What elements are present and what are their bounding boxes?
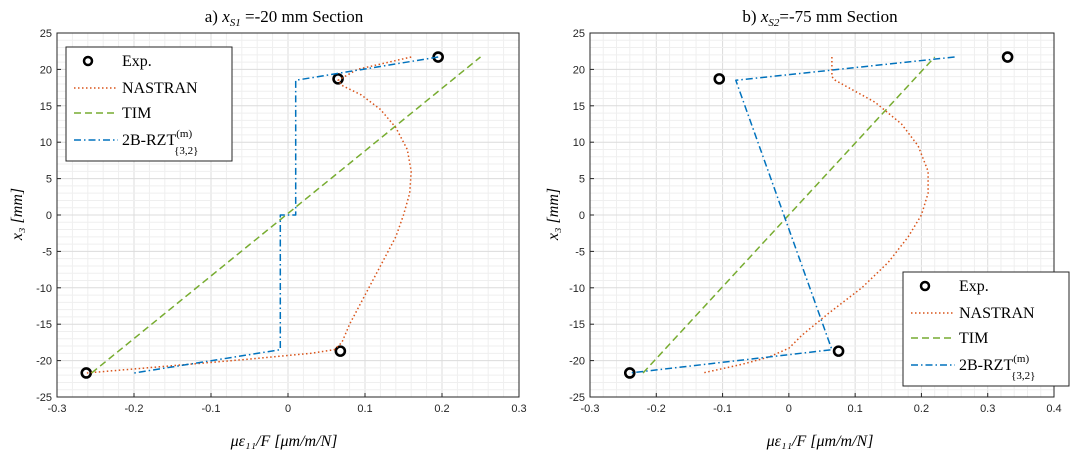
- series-line-2b-rzt: [133, 56, 439, 374]
- y-tick-label: 25: [40, 28, 52, 40]
- legend-label-tim: TIM: [122, 105, 151, 122]
- y-tick-label: 15: [40, 101, 52, 113]
- x-axis-label: με₁₁/F [μm/m/N]: [230, 433, 338, 450]
- y-tick-label: 25: [573, 28, 585, 40]
- x-tick-label: 0.1: [357, 403, 372, 415]
- x-tick-label: 0.4: [1046, 403, 1061, 415]
- legend-label-nastran: NASTRAN: [959, 305, 1035, 322]
- y-tick-label: 5: [46, 174, 52, 186]
- legend-label-exp: Exp.: [959, 278, 989, 295]
- series-line-nastran: [86, 56, 412, 374]
- exp-point: [332, 73, 344, 85]
- y-axis-label: x₃ [mm]: [9, 188, 26, 241]
- legend-box: [65, 46, 233, 162]
- y-tick-label: -20: [36, 356, 52, 368]
- y-tick-label: 20: [573, 64, 585, 76]
- y-tick-label: -10: [569, 283, 585, 295]
- legend-box: [902, 271, 1070, 387]
- panel-a: a) xS1 =-20 mm Section με₁₁/F [μm/m/N] x…: [9, 7, 527, 450]
- chart-title: a) xS1 =-20 mm Section: [205, 7, 364, 29]
- series-line-tim: [642, 56, 936, 374]
- y-tick-label: 10: [573, 137, 585, 149]
- x-tick-label: 0.1: [847, 403, 862, 415]
- exp-point: [334, 345, 347, 357]
- y-tick-label: -10: [36, 283, 52, 295]
- legend-label-rzt: 2B-RZT(m) {3,2}: [122, 128, 198, 157]
- legend-marker-exp: [919, 280, 931, 292]
- x-tick-label: 0.2: [434, 403, 449, 415]
- x-tick-label: -0.1: [202, 403, 221, 415]
- x-axis-label: με₁₁/F [μm/m/N]: [766, 433, 874, 450]
- legend-marker-exp: [82, 55, 94, 67]
- x-tick-label: -0.2: [647, 403, 666, 415]
- legend-label-nastran: NASTRAN: [122, 80, 198, 97]
- x-tick-label: -0.1: [713, 403, 732, 415]
- y-tick-label: 20: [40, 64, 52, 76]
- series-line-tim: [91, 56, 481, 374]
- y-tick-label: -20: [569, 356, 585, 368]
- y-tick-label: 5: [579, 174, 585, 186]
- y-axis-label: x₃ [mm]: [545, 188, 562, 241]
- legend-label-exp: Exp.: [122, 53, 152, 70]
- y-tick-label: 0: [579, 210, 585, 222]
- x-tick-label: 0.3: [980, 403, 995, 415]
- series-line-2b-rzt: [629, 56, 955, 374]
- x-tick-label: 0: [285, 403, 291, 415]
- legend-label-rzt: 2B-RZT(m) {3,2}: [959, 353, 1035, 382]
- series-line-nastran: [702, 57, 929, 374]
- exp-point: [623, 367, 636, 379]
- legend-label-tim: TIM: [959, 330, 988, 347]
- y-tick-label: 0: [46, 210, 52, 222]
- x-tick-label: 0.3: [511, 403, 526, 415]
- y-tick-label: -15: [36, 319, 52, 331]
- y-tick-label: -25: [569, 392, 585, 404]
- y-tick-label: -5: [42, 246, 52, 258]
- exp-point: [1001, 51, 1014, 63]
- y-tick-label: -5: [575, 246, 585, 258]
- x-tick-label: -0.3: [581, 403, 600, 415]
- x-tick-label: 0: [786, 403, 792, 415]
- chart-title: b) xS2=-75 mm Section: [742, 7, 898, 29]
- exp-point: [80, 367, 93, 379]
- legend: Exp. NASTRAN TIM 2B-RZT(m) {3,2}: [902, 271, 1070, 387]
- y-tick-label: 10: [40, 137, 52, 149]
- legend: Exp. NASTRAN TIM 2B-RZT(m) {3,2}: [65, 46, 233, 162]
- x-tick-label: 0.2: [914, 403, 929, 415]
- y-tick-label: 15: [573, 101, 585, 113]
- exp-point: [713, 73, 726, 85]
- x-tick-label: -0.2: [125, 403, 144, 415]
- y-tick-label: -25: [36, 392, 52, 404]
- x-tick-label: -0.3: [48, 403, 67, 415]
- exp-point: [832, 345, 845, 357]
- y-tick-label: -15: [569, 319, 585, 331]
- panel-b: b) xS2=-75 mm Section με₁₁/F [μm/m/N] x₃…: [545, 7, 1070, 450]
